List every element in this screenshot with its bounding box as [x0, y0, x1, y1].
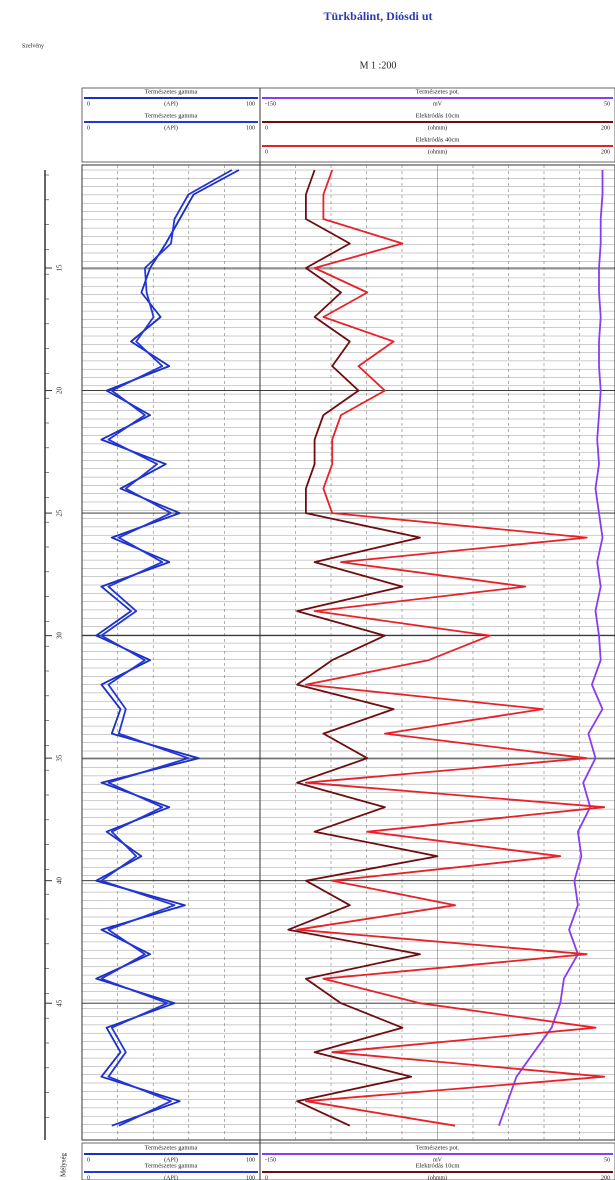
- curve-name: Természetes gamma: [145, 1162, 198, 1169]
- scale-max: 100: [246, 1157, 255, 1163]
- scale-max: 100: [246, 125, 255, 131]
- scale-min: 0: [87, 1157, 90, 1163]
- scale-unit: mV: [433, 101, 443, 107]
- scale-max: 200: [601, 149, 610, 155]
- scale-unit: (ohmm): [428, 1174, 447, 1180]
- depth-tick-label: 25: [56, 509, 64, 517]
- scale-max: 100: [246, 101, 255, 107]
- footer-frame: [81, 1142, 615, 1180]
- curve-name: Természetes gamma: [145, 1144, 198, 1151]
- scale-unit: (ohmm): [428, 124, 447, 131]
- scale-unit: (API): [164, 1174, 178, 1180]
- log-curve: [498, 170, 604, 1127]
- curve-name: Elektródás 10cm: [416, 112, 460, 119]
- scale-min: 0: [265, 125, 268, 131]
- subtitle: M 1 :200: [360, 60, 397, 71]
- scale-min: 0: [87, 1175, 90, 1180]
- curve-name: Természetes pot.: [416, 1144, 460, 1151]
- title: Türkbálint, Diósdi ut: [323, 9, 432, 23]
- scale-max: 50: [604, 1157, 610, 1163]
- depth-tick-label: 40: [56, 877, 64, 885]
- scale-max: 200: [601, 1175, 610, 1180]
- scale-min: 0: [87, 101, 90, 107]
- log-curve: [296, 169, 606, 1127]
- depth-label: Mélység: [60, 1152, 68, 1177]
- curve-name: Természetes gamma: [145, 88, 198, 95]
- depth-tick-label: 35: [56, 754, 64, 762]
- scale-unit: (API): [164, 1156, 178, 1163]
- scale-max: 100: [246, 1175, 255, 1180]
- log-curve: [100, 169, 233, 1127]
- depth-tick-label: 45: [56, 999, 64, 1007]
- depth-tick-label: 20: [56, 387, 64, 395]
- log-curve: [287, 169, 439, 1127]
- curve-name: Elektródás 40cm: [416, 136, 460, 143]
- curve-name: Természetes gamma: [145, 112, 198, 119]
- scale-min: -150: [265, 101, 276, 107]
- plot-frame: [81, 164, 615, 1141]
- scale-unit: (API): [164, 100, 178, 107]
- curve-name: Természetes pot.: [416, 88, 460, 95]
- depth-tick-label: 15: [56, 264, 64, 272]
- curve-name: Elektródás 10cm: [416, 1162, 460, 1169]
- scale-unit: mV: [433, 1157, 443, 1163]
- header-frame: [81, 87, 615, 163]
- scale-min: -150: [265, 1157, 276, 1163]
- scale-min: 0: [265, 1175, 268, 1180]
- depth-tick-label: 30: [56, 632, 64, 640]
- note: Szelvény: [22, 43, 44, 49]
- scale-max: 50: [604, 101, 610, 107]
- scale-max: 200: [601, 125, 610, 131]
- scale-unit: (API): [164, 124, 178, 131]
- scale-min: 0: [265, 149, 268, 155]
- scale-unit: (ohmm): [428, 148, 447, 155]
- scale-min: 0: [87, 125, 90, 131]
